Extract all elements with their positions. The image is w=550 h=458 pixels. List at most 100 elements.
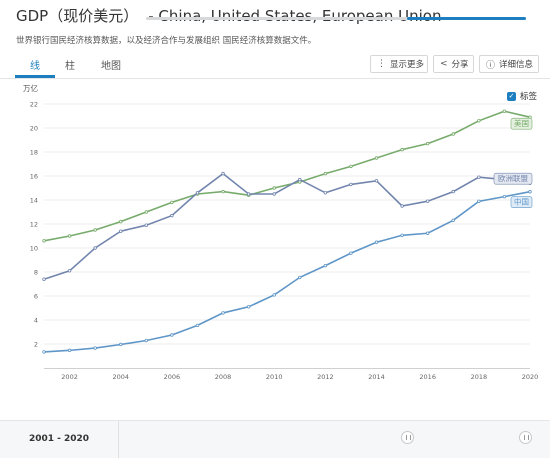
data-point-us	[221, 189, 225, 194]
range-end-handle[interactable]	[519, 431, 532, 444]
y-tick-label: 18	[30, 149, 38, 157]
tab-bar-chart[interactable]: 柱	[65, 61, 75, 72]
data-point-china	[195, 323, 200, 328]
data-point-us	[93, 228, 97, 232]
data-point-eu	[425, 199, 430, 203]
range-start-handle[interactable]	[401, 431, 414, 444]
tab-map[interactable]: 地图	[101, 61, 121, 72]
share-button[interactable]: < 分享	[433, 55, 474, 73]
data-point-eu	[298, 177, 302, 182]
info-icon: ⓘ	[486, 60, 496, 71]
data-point-eu	[195, 191, 200, 195]
y-tick-label: 10	[30, 245, 38, 253]
x-tick-label: 2018	[471, 373, 488, 381]
data-point-us	[451, 132, 455, 136]
data-point-us	[119, 219, 123, 224]
x-tick-label: 2020	[522, 373, 539, 381]
data-point-us	[502, 109, 507, 113]
data-point-us	[400, 147, 404, 152]
show-more-button[interactable]: ⋮ 显示更多	[370, 55, 428, 73]
data-point-china	[400, 233, 404, 237]
series-end-label-text: 美国	[514, 118, 529, 128]
data-point-eu	[374, 179, 379, 183]
data-point-china	[144, 338, 149, 343]
data-point-eu	[323, 191, 328, 195]
series-line-us	[43, 110, 531, 242]
series-end-label-china: 中国	[510, 196, 533, 209]
series-line-eu	[43, 172, 531, 280]
show-more-label: 显示更多	[390, 60, 425, 70]
data-point-eu	[272, 192, 276, 196]
data-point-china	[425, 231, 430, 235]
data-point-us	[42, 239, 46, 243]
labels-toggle-label: 标签	[520, 92, 538, 102]
data-point-china	[528, 190, 532, 194]
data-point-china	[298, 275, 302, 280]
data-point-china	[246, 305, 251, 309]
y-tick-label: 14	[30, 197, 38, 205]
data-point-us	[477, 119, 481, 123]
range-label: 2001 - 2020	[0, 421, 119, 458]
data-point-china	[67, 348, 72, 353]
data-point-china	[119, 342, 123, 347]
x-tick-label: 2002	[61, 373, 78, 381]
data-point-china	[502, 194, 507, 199]
title-countries: - China, United States, European Union	[148, 7, 442, 25]
x-tick-label: 2008	[215, 373, 232, 381]
share-icon: <	[440, 59, 448, 69]
data-point-eu	[170, 213, 174, 218]
gdp-line-chart: 万亿 2 4 6 8 10 12 14 16 18 20 22 2002 2004 2006 2008 2010…	[23, 83, 539, 381]
data-point-eu	[477, 175, 481, 179]
range-slider-selection	[407, 17, 526, 20]
title-main: GDP（现价美元）	[16, 7, 139, 25]
data-point-eu	[349, 182, 353, 187]
data-point-eu	[119, 229, 123, 233]
data-point-us	[67, 234, 72, 238]
series-end-label-box	[493, 172, 533, 185]
page-title: GDP（现价美元） - China, United States, Europea…	[16, 5, 441, 26]
active-tab-indicator	[15, 75, 55, 78]
details-button[interactable]: ⓘ 详细信息	[479, 55, 539, 73]
data-point-china	[323, 263, 328, 268]
data-point-eu	[42, 277, 46, 281]
data-point-us	[323, 171, 328, 176]
labels-toggle[interactable]: ✓ 标签	[507, 90, 537, 102]
data-point-china	[374, 240, 379, 244]
series-end-label-box	[510, 117, 533, 130]
series-end-label-us: 美国	[510, 117, 533, 130]
data-point-us	[349, 164, 353, 169]
data-point-us	[272, 186, 276, 190]
tab-line[interactable]: 线	[30, 61, 40, 72]
range-slider-track[interactable]	[146, 17, 526, 20]
series-end-label-eu: 欧洲联盟	[493, 172, 533, 185]
series-line-china	[43, 190, 531, 353]
tab-bar: 线 柱 地图	[0, 52, 550, 79]
series-end-label-box	[510, 196, 533, 209]
x-tick-label: 2014	[368, 373, 385, 381]
x-tick-label: 2012	[317, 373, 334, 381]
x-tick-label: 2016	[419, 373, 436, 381]
y-tick-label: 2	[34, 341, 38, 349]
data-point-china	[349, 251, 353, 255]
data-point-eu	[93, 246, 97, 250]
y-tick-label: 8	[34, 269, 38, 277]
share-label: 分享	[451, 60, 469, 70]
data-point-us	[144, 210, 149, 214]
series-end-label-text: 欧洲联盟	[498, 173, 528, 183]
data-point-china	[477, 199, 481, 204]
data-point-eu	[400, 204, 404, 208]
data-point-us	[170, 200, 174, 205]
data-point-eu	[221, 171, 225, 176]
y-tick-label: 12	[30, 221, 38, 229]
data-point-china	[170, 333, 174, 337]
data-point-us	[374, 156, 379, 160]
data-point-china	[93, 346, 97, 350]
data-point-eu	[144, 223, 149, 227]
x-tick-label: 2010	[266, 373, 283, 381]
y-tick-label: 20	[30, 125, 38, 133]
checkbox-checked-icon[interactable]: ✓	[507, 91, 516, 101]
data-point-eu	[67, 269, 72, 273]
page-subtitle: 世界银行国民经济核算数据，以及经济合作与发展组织 国民经济核算数据文件。	[16, 36, 317, 46]
details-label: 详细信息	[499, 60, 534, 70]
y-tick-label: 6	[34, 293, 38, 301]
